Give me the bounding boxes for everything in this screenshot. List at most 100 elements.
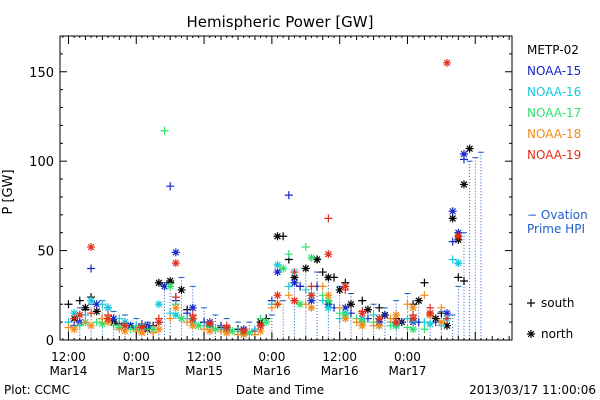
noaa-18-south-point bbox=[115, 325, 124, 334]
noaa-17-north-point bbox=[296, 300, 305, 309]
chart-title: Hemispheric Power [GW] bbox=[187, 13, 374, 31]
noaa-18-south-point bbox=[81, 318, 90, 327]
noaa-18-north-point bbox=[87, 321, 96, 330]
metp-02-north-point bbox=[177, 285, 186, 294]
noaa-19-north-point bbox=[392, 318, 401, 327]
noaa-19-north-point bbox=[290, 296, 299, 305]
noaa-15-south-point bbox=[166, 182, 175, 191]
noaa-17-south-point bbox=[256, 314, 265, 323]
noaa-18-south-point bbox=[166, 314, 175, 323]
noaa-19-south-point bbox=[324, 214, 333, 223]
noaa-19-north-point bbox=[171, 259, 180, 268]
noaa-19-north-point bbox=[239, 327, 248, 336]
noaa-19-south-point bbox=[307, 282, 316, 291]
legend-noaa-19: NOAA-19 bbox=[527, 148, 581, 162]
metp-02-south-point bbox=[459, 276, 468, 285]
noaa-16-north-point bbox=[426, 319, 435, 328]
metp-02-north-point bbox=[324, 273, 333, 282]
noaa-17-south-point bbox=[420, 325, 429, 334]
noaa-17-south-point bbox=[301, 243, 310, 252]
noaa-17-south-point bbox=[92, 318, 101, 327]
ovation-series bbox=[65, 151, 484, 340]
noaa-16-north-point bbox=[154, 300, 163, 309]
noaa-18-south-point bbox=[335, 303, 344, 312]
legend-noaa-16: NOAA-16 bbox=[527, 85, 581, 99]
noaa-17-south-point bbox=[75, 321, 84, 330]
noaa-17-north-point bbox=[245, 328, 254, 337]
noaa-18-north-point bbox=[324, 291, 333, 300]
noaa-18-north-point bbox=[70, 325, 79, 334]
noaa-19-north-point bbox=[87, 243, 96, 252]
noaa-18-north-point bbox=[375, 321, 384, 330]
noaa-18-south-point bbox=[403, 300, 412, 309]
noaa-17-north-point bbox=[177, 314, 186, 323]
x-tick-label: 0:00 bbox=[394, 350, 421, 364]
x-tick-date-label: Mar14 bbox=[50, 364, 88, 378]
noaa-16-north-point bbox=[171, 310, 180, 319]
noaa-18-north-point bbox=[437, 318, 446, 327]
plot-credit: Plot: CCMC bbox=[4, 383, 70, 397]
noaa-16-north-point bbox=[87, 296, 96, 305]
noaa-19-south-point bbox=[171, 293, 180, 302]
noaa-19-north-point bbox=[454, 232, 463, 241]
x-tick-label: 12:00 bbox=[322, 350, 357, 364]
noaa-18-south-point bbox=[301, 300, 310, 309]
noaa-17-north-point bbox=[98, 319, 107, 328]
noaa-17-north-point bbox=[324, 296, 333, 305]
noaa-15-south-point bbox=[296, 282, 305, 291]
noaa-15-north-point bbox=[290, 278, 299, 287]
noaa-18-north-point bbox=[341, 314, 350, 323]
noaa-19-north-point bbox=[188, 314, 197, 323]
noaa-19-north-point bbox=[256, 321, 265, 330]
metp-02-north-point bbox=[92, 307, 101, 316]
legend-metp-02: METP-02 bbox=[527, 43, 579, 57]
noaa-19-north-point bbox=[137, 323, 146, 332]
noaa-16-north-point bbox=[70, 309, 79, 318]
noaa-19-north-point bbox=[75, 310, 84, 319]
noaa-19-south-point bbox=[87, 309, 96, 318]
metp-02-north-point bbox=[154, 278, 163, 287]
noaa-18-south-point bbox=[386, 314, 395, 323]
noaa-16-south-point bbox=[115, 314, 124, 323]
noaa-19-south-point bbox=[290, 268, 299, 277]
noaa-16-north-point bbox=[454, 259, 463, 268]
noaa-18-north-point bbox=[392, 310, 401, 319]
noaa-18-north-point bbox=[154, 325, 163, 334]
noaa-17-south-point bbox=[160, 126, 169, 135]
noaa-17-south-point bbox=[109, 321, 118, 330]
noaa-18-south-point bbox=[183, 318, 192, 327]
data-points bbox=[64, 58, 474, 339]
metp-02-north-point bbox=[414, 296, 423, 305]
x-tick-label: 12:00 bbox=[51, 350, 86, 364]
metp-02-south-point bbox=[75, 296, 84, 305]
noaa-16-south-point bbox=[98, 300, 107, 309]
noaa-16-north-point bbox=[273, 260, 282, 269]
metp-02-north-point bbox=[443, 321, 452, 330]
noaa-17-north-point bbox=[166, 282, 175, 291]
noaa-19-north-point bbox=[205, 319, 214, 328]
noaa-16-south-point bbox=[448, 255, 457, 264]
noaa-15-south-point bbox=[380, 310, 389, 319]
y-tick-label: 100 bbox=[29, 155, 54, 170]
noaa-19-north-point bbox=[324, 250, 333, 259]
noaa-15-north-point bbox=[171, 248, 180, 257]
noaa-18-north-point bbox=[120, 327, 129, 336]
noaa-18-north-point bbox=[171, 303, 180, 312]
noaa-15-north-point bbox=[448, 207, 457, 216]
noaa-15-north-point bbox=[273, 268, 282, 277]
y-axis-label: P [GW] bbox=[1, 169, 16, 214]
noaa-16-north-point bbox=[324, 303, 333, 312]
noaa-19-north-point bbox=[375, 314, 384, 323]
noaa-18-south-point bbox=[437, 303, 446, 312]
noaa-19-north-point bbox=[341, 282, 350, 291]
noaa-19-north-point bbox=[120, 321, 129, 330]
noaa-19-north-point bbox=[104, 314, 113, 323]
noaa-16-south-point bbox=[284, 282, 293, 291]
noaa-19-north-point bbox=[409, 314, 418, 323]
plot-timestamp: 2013/03/17 11:00:06 bbox=[469, 383, 596, 397]
noaa-16-south-point bbox=[301, 285, 310, 294]
noaa-18-north-point bbox=[409, 303, 418, 312]
metp-02-north-point bbox=[273, 232, 282, 241]
noaa-19-south-point bbox=[273, 300, 282, 309]
